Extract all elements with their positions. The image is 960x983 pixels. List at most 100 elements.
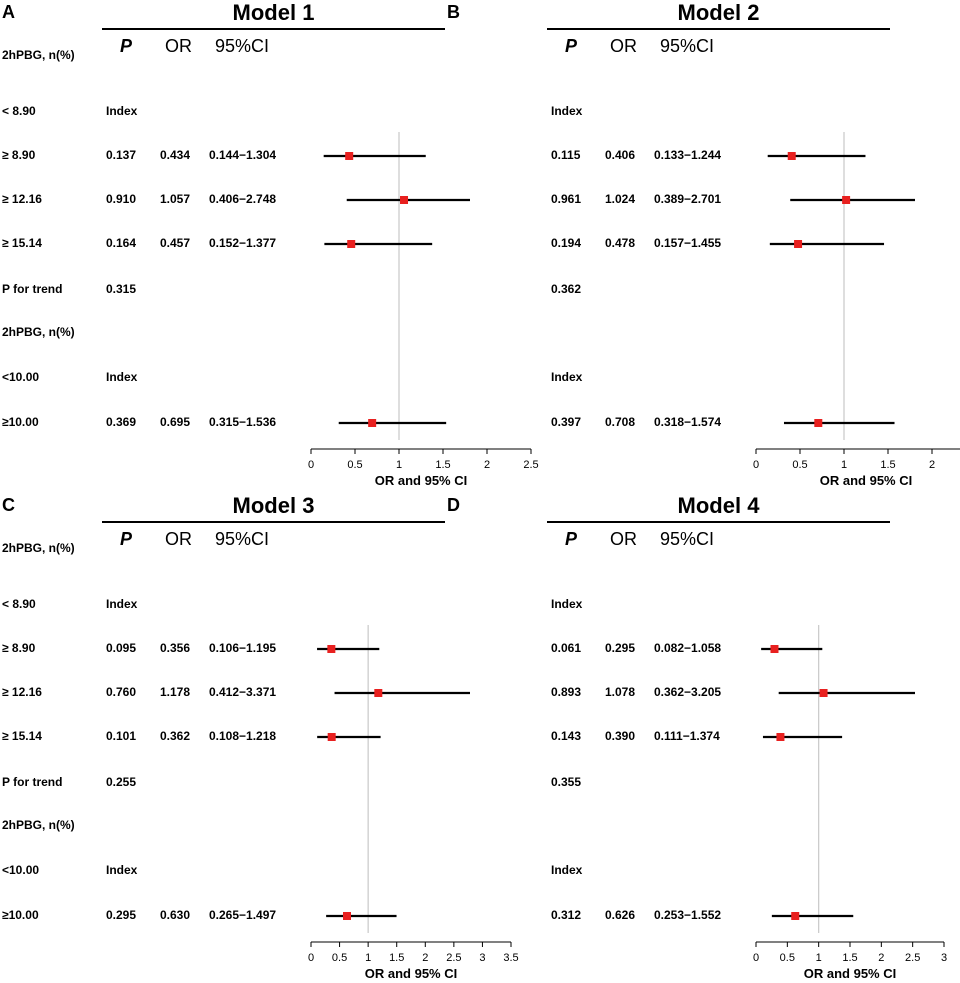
column-header-or: OR [165,36,192,56]
row-label: 2hPBG, n(%) [2,541,75,555]
column-header-or: OR [610,529,637,549]
panel-title: Model 3 [232,493,315,518]
x-tick-label: 0 [753,952,759,964]
row-label: P for trend [2,282,63,296]
panel-title: Model 4 [677,493,760,518]
or-marker [770,645,779,653]
row-label: < 8.90 [2,104,36,118]
or-marker [345,152,354,160]
or-marker [368,419,377,427]
odds-ratio: 1.057 [160,192,191,206]
p-value: 0.315 [106,282,137,296]
row-label: <10.00 [2,370,40,384]
panel-title: Model 1 [232,0,315,25]
x-tick-label: 2 [878,952,884,964]
x-tick-label: 2 [929,459,935,471]
or-marker [347,240,356,248]
odds-ratio: 0.478 [605,236,636,250]
forest-plot-area: 0 0.5 1 1.5 2 2.5 3 OR and 95% CI [753,625,947,981]
odds-ratio: 0.356 [160,641,191,655]
column-header-ci: 95%CI [215,529,270,549]
x-tick-label: 3 [479,952,485,964]
confidence-interval: 0.389−2.701 [654,192,722,206]
confidence-interval: 0.315−1.536 [209,415,277,429]
odds-ratio: 0.708 [605,415,636,429]
p-value: Index [106,597,138,611]
row-label: < 8.90 [2,597,36,611]
row-label: 2hPBG, n(%) [2,48,75,62]
title-rule [102,521,445,523]
column-header-or: OR [165,529,192,549]
p-value: 0.255 [106,775,137,789]
x-tick-label: 1.5 [842,952,857,964]
or-marker [819,689,828,697]
x-tick-label: 2.5 [523,459,538,471]
p-value: Index [551,597,583,611]
x-tick-label: 0 [753,459,759,471]
row-label: ≥ 12.16 [2,192,42,206]
x-tick-label: 2.5 [446,952,461,964]
p-value: 0.101 [106,729,137,743]
title-rule [547,521,890,523]
x-tick-label: 0 [308,952,314,964]
panel-title: Model 2 [677,0,760,25]
panel-b: B Model 2 P OR 95%CI Index 0.115 0.406 0.133−1.2… [445,0,960,490]
p-value: 0.397 [551,415,582,429]
or-marker [327,733,336,741]
p-value: Index [106,370,138,384]
odds-ratio: 0.434 [160,148,191,162]
confidence-interval: 0.133−1.244 [654,148,722,162]
p-value: 0.760 [106,685,137,699]
row-label: <10.00 [2,863,40,877]
x-tick-label: 1 [841,459,847,471]
p-value: Index [551,370,583,384]
column-header-p: P [120,529,133,549]
x-axis-label: OR and 95% CI [804,966,896,981]
p-value: 0.137 [106,148,137,162]
panel-d: D Model 4 P OR 95%CI Index 0.061 0.295 0.082−1.0… [445,493,947,983]
column-header-ci: 95%CI [660,529,715,549]
odds-ratio: 0.406 [605,148,636,162]
x-tick-label: 3.5 [503,952,518,964]
x-tick-label: 1.5 [435,459,450,471]
odds-ratio: 1.078 [605,685,636,699]
p-value: 0.355 [551,775,582,789]
x-tick-label: 0 [308,459,314,471]
x-tick-label: 1.5 [389,952,404,964]
x-tick-label: 2.5 [905,952,920,964]
x-tick-label: 1 [365,952,371,964]
p-value: Index [551,863,583,877]
or-marker [791,912,800,920]
confidence-interval: 0.412−3.371 [209,685,277,699]
confidence-interval: 0.253−1.552 [654,908,722,922]
x-tick-label: 0.5 [780,952,795,964]
or-marker [400,196,409,204]
confidence-interval: 0.406−2.748 [209,192,277,206]
row-label: ≥10.00 [2,908,39,922]
p-value: 0.061 [551,641,582,655]
p-value: 0.115 [551,148,581,162]
odds-ratio: 0.295 [605,641,636,655]
odds-ratio: 1.024 [605,192,636,206]
row-label: ≥ 8.90 [2,641,36,655]
confidence-interval: 0.082−1.058 [654,641,722,655]
panel-letter: D [447,495,460,515]
confidence-interval: 0.108−1.218 [209,729,277,743]
x-tick-label: 2 [484,459,490,471]
panel-c: C Model 3 P OR 95%CI 2hPBG, n(%) < 8.90 Index ≥ … [0,493,519,983]
or-marker [794,240,803,248]
p-value: 0.164 [106,236,137,250]
x-axis-label: OR and 95% CI [375,473,467,488]
or-marker [814,419,823,427]
or-marker [842,196,851,204]
column-header-p: P [565,529,578,549]
panel-letter: A [2,2,15,22]
odds-ratio: 0.457 [160,236,191,250]
odds-ratio: 1.178 [160,685,191,699]
column-header-p: P [565,36,578,56]
row-label: P for trend [2,775,63,789]
row-label: 2hPBG, n(%) [2,818,75,832]
column-header-ci: 95%CI [660,36,715,56]
p-value: 0.893 [551,685,582,699]
p-value: 0.369 [106,415,137,429]
